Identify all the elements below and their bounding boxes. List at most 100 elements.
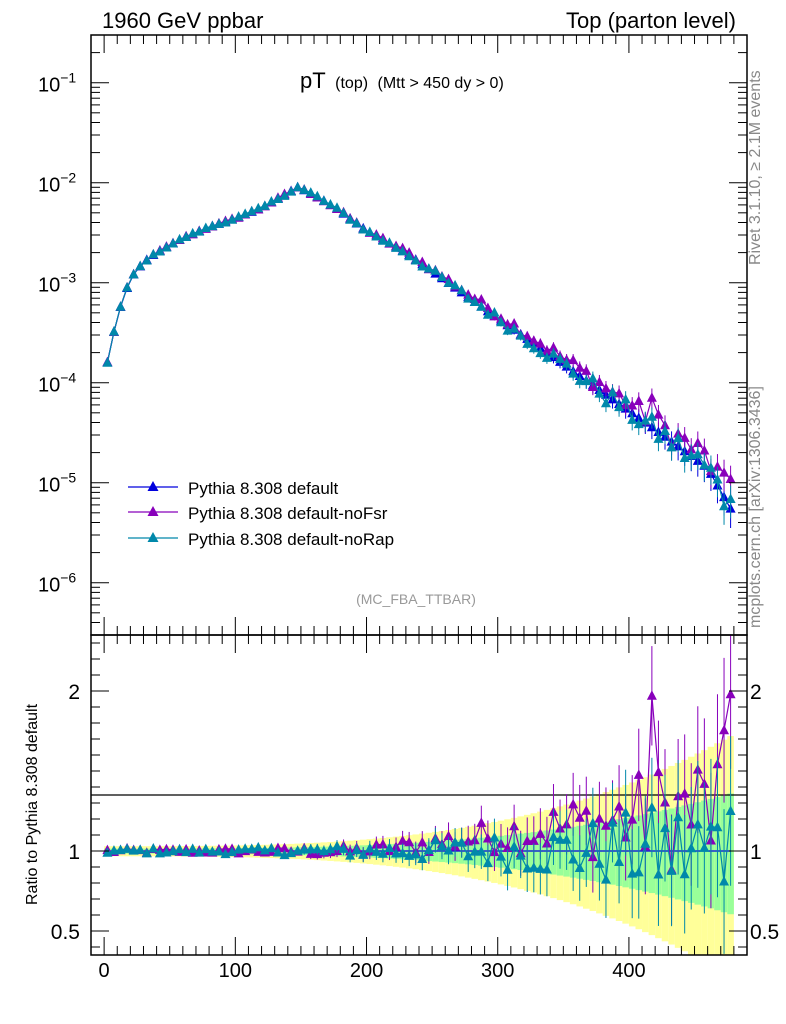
ratio-ticks: 0.5 0.5 1 1 2 2 [51,635,779,955]
main-point-norap [122,281,133,292]
main-point-norap [181,231,192,241]
ratio-point-nofsr [600,820,611,830]
ratio-ylabel: Ratio to Pythia 8.308 default [24,703,41,905]
main-ytick-mantissa: 10 [38,575,60,597]
main-point-norap [614,401,625,412]
ratio-point-norap [620,807,631,817]
ratio-point-nofsr [443,830,454,841]
main-point-norap [148,248,159,259]
main-point-norap [679,452,690,463]
main-point-norap [364,226,375,236]
ratio-point-norap [351,844,362,855]
ratio-point-norap [358,849,369,859]
main-point-norap [332,202,342,212]
main-ytick-exponent: −4 [60,370,76,386]
main-point-norap [141,255,152,265]
ratio-point-norap [436,840,447,851]
ratio-point-norap [122,843,133,853]
ratio-point-norap [509,841,520,851]
ratio-point-norap [423,844,434,855]
legend-entry-norap: Pythia 8.308 default-noRap [128,530,394,549]
ratio-point-norap [541,864,552,874]
ratio-point-nofsr [397,835,408,845]
ratio-ytick-label-left: 2 [68,681,80,704]
ratio-point-nofsr [574,812,585,822]
main-ytick-mantissa: 10 [38,275,60,297]
main-point-nofsr [633,395,644,406]
ratio-point-norap [719,875,730,886]
main-point-norap [476,301,487,311]
main-point-norap [161,242,172,252]
ratio-point-norap [272,847,283,857]
main-point-norap [660,425,670,435]
main-point-norap [450,279,461,290]
main-point-norap [240,208,251,218]
main-point-norap [509,323,520,333]
ratio-point-nofsr [541,837,552,848]
main-point-norap [607,386,618,397]
main-point-norap [318,195,329,205]
main-point-nofsr [476,294,487,304]
ratio-point-nofsr [627,814,638,824]
main-point-norap [135,260,146,271]
x-tick-label: 300 [481,960,514,982]
main-point-nofsr [600,382,611,393]
main-point-nofsr [719,467,730,477]
legend-marker-norap [147,532,159,542]
main-point-norap [174,233,185,244]
main-point-norap [325,198,336,209]
ratio-point-norap [555,834,566,844]
ratio-point-norap [502,864,513,874]
ratio-point-norap [364,842,375,853]
ratio-point-norap [391,847,402,858]
main-point-norap [292,181,303,192]
ratio-point-norap [384,842,395,852]
main-point-norap [338,207,349,217]
main-point-norap [430,265,441,275]
ratio-point-nofsr [377,838,388,849]
main-point-norap [384,237,395,247]
ratio-point-norap [640,838,651,848]
main-ytick-label: 10−4 [38,370,76,397]
main-point-norap [266,196,277,206]
ratio-point-norap [299,844,310,854]
ratio-point-norap [187,843,198,853]
ratio-point-norap [174,843,185,854]
main-point-norap [358,223,369,234]
main-point-norap [555,353,566,363]
ratio-ytick-label-right: 1 [750,841,762,864]
ratio-point-nofsr [653,766,664,777]
main-point-norap [410,255,421,265]
ratio-point-nofsr [476,817,487,827]
main-point-norap [299,184,310,194]
main-point-norap [699,459,710,469]
ratio-point-norap [666,865,677,875]
legend-entry-default: Pythia 8.308 default [128,479,339,498]
main-point-norap [345,214,356,224]
ratio-point-norap [574,862,585,873]
ratio-point-nofsr [614,801,625,811]
analysis-tag: (MC_FBA_TTBAR) [356,591,476,607]
ratio-point-norap [607,817,618,827]
main-point-norap [253,202,264,213]
mcplots-text: mcplots.cern.ch [arXiv:1306.3436] [747,386,764,628]
ratio-point-norap [325,843,336,854]
ratio-point-norap [338,843,349,853]
main-point-norap [640,415,651,425]
main-point-norap [528,342,539,353]
ratio-series [102,635,736,954]
main-point-nofsr [535,338,546,348]
ratio-point-nofsr [725,688,736,699]
ratio-point-norap [253,841,264,852]
ratio-point-norap [397,847,408,858]
main-point-nofsr [699,444,710,455]
ratio-point-norap [561,834,572,844]
main-point-norap [351,217,362,228]
main-point-norap [587,372,598,383]
main-point-norap [633,418,644,429]
main-point-norap [102,357,113,367]
main-point-norap [581,375,592,386]
main-point-norap [535,347,546,358]
main-point-nofsr [679,432,690,442]
main-point-norap [115,301,126,311]
